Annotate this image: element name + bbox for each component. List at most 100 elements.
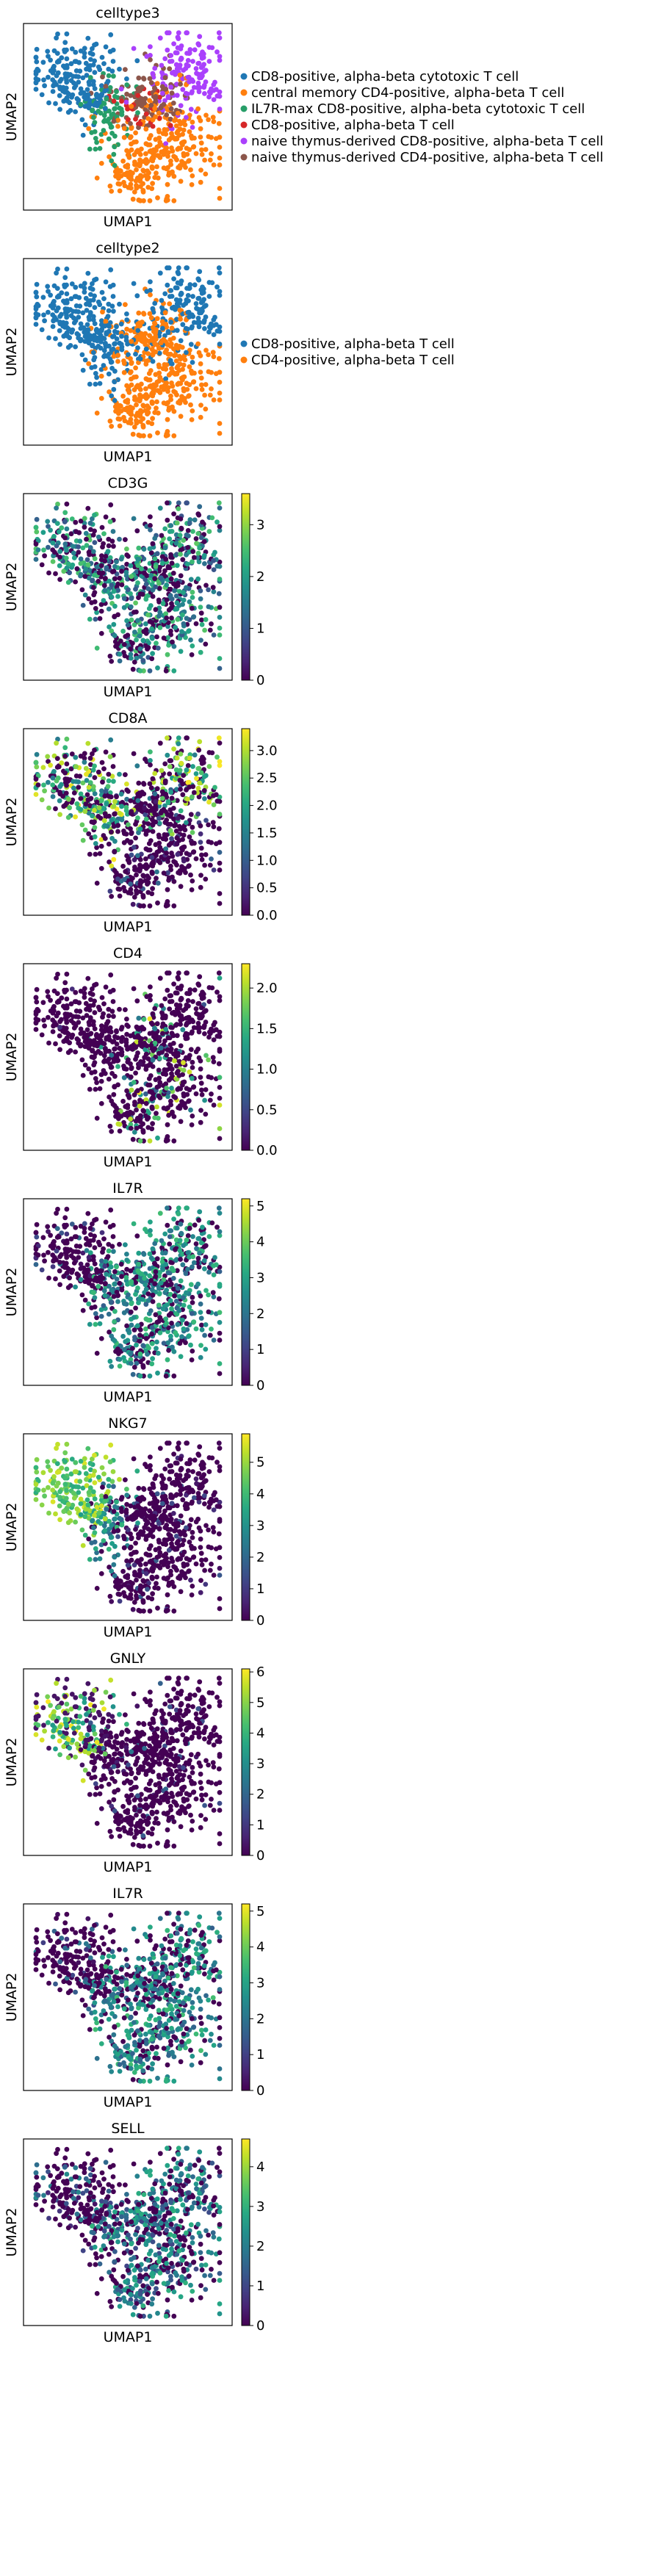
data-point bbox=[82, 995, 87, 1000]
data-point bbox=[207, 1332, 213, 1338]
data-point bbox=[217, 134, 223, 140]
data-point bbox=[78, 571, 84, 577]
data-point bbox=[206, 134, 212, 140]
data-point bbox=[197, 1015, 202, 1021]
data-point bbox=[143, 151, 148, 156]
data-point bbox=[160, 836, 166, 842]
data-point bbox=[57, 784, 63, 790]
data-point bbox=[175, 110, 181, 116]
data-point bbox=[62, 519, 68, 524]
data-point bbox=[102, 576, 108, 582]
data-point bbox=[121, 831, 127, 837]
data-point bbox=[137, 1103, 143, 1109]
data-point bbox=[184, 115, 189, 120]
data-point bbox=[109, 424, 115, 429]
data-point bbox=[71, 1014, 76, 1020]
data-point bbox=[73, 999, 79, 1005]
data-point bbox=[106, 301, 112, 307]
data-point bbox=[211, 1272, 217, 1277]
data-point bbox=[133, 835, 139, 841]
data-point bbox=[169, 616, 174, 621]
data-point bbox=[203, 818, 209, 823]
data-point bbox=[198, 884, 203, 890]
data-point bbox=[123, 537, 128, 542]
data-point bbox=[147, 668, 153, 674]
data-point bbox=[115, 876, 120, 882]
data-point bbox=[210, 350, 216, 356]
data-point bbox=[217, 527, 223, 533]
data-point bbox=[141, 782, 147, 787]
data-point bbox=[175, 1086, 181, 1092]
data-point bbox=[157, 610, 163, 615]
data-point bbox=[198, 873, 203, 878]
data-point bbox=[203, 582, 209, 588]
data-point bbox=[68, 766, 74, 772]
data-point bbox=[130, 666, 136, 672]
data-point bbox=[90, 751, 95, 757]
data-point bbox=[51, 768, 57, 774]
data-point bbox=[131, 152, 137, 158]
data-point bbox=[111, 1327, 117, 1332]
data-point bbox=[169, 1321, 174, 1326]
data-point bbox=[80, 1307, 86, 1313]
data-point bbox=[158, 105, 164, 111]
data-point bbox=[217, 1075, 223, 1080]
data-point bbox=[145, 1056, 151, 1061]
data-point bbox=[84, 308, 90, 313]
data-point bbox=[195, 1236, 201, 1241]
data-point bbox=[131, 190, 137, 195]
data-point bbox=[98, 328, 104, 333]
data-point bbox=[165, 1222, 170, 1228]
data-point bbox=[155, 645, 161, 651]
data-point bbox=[154, 876, 159, 881]
data-point bbox=[167, 301, 173, 306]
data-point bbox=[102, 823, 108, 829]
data-point bbox=[74, 1036, 80, 1042]
data-point bbox=[57, 798, 62, 804]
data-point bbox=[53, 571, 58, 577]
data-point bbox=[78, 556, 84, 562]
data-point bbox=[101, 128, 107, 133]
data-point bbox=[187, 1069, 192, 1075]
data-point bbox=[112, 1269, 118, 1274]
data-point bbox=[152, 1241, 158, 1246]
data-point bbox=[167, 1234, 173, 1239]
data-point bbox=[134, 402, 139, 408]
data-point bbox=[84, 778, 90, 783]
data-point bbox=[136, 1015, 142, 1021]
data-point bbox=[206, 117, 211, 123]
data-point bbox=[137, 881, 143, 887]
data-point bbox=[173, 358, 179, 364]
data-point bbox=[101, 531, 107, 536]
data-point bbox=[107, 859, 112, 865]
data-point bbox=[39, 92, 45, 98]
data-point bbox=[143, 812, 148, 818]
data-point bbox=[163, 1138, 169, 1144]
data-point bbox=[110, 1234, 116, 1239]
data-point bbox=[178, 884, 184, 890]
data-point bbox=[59, 525, 65, 531]
x-axis-label: UMAP1 bbox=[104, 449, 153, 465]
data-point bbox=[172, 588, 177, 594]
data-point bbox=[200, 519, 205, 525]
data-point bbox=[39, 797, 45, 803]
data-point bbox=[95, 344, 101, 349]
data-point bbox=[217, 1095, 223, 1101]
data-point bbox=[33, 1011, 39, 1017]
data-point bbox=[170, 1041, 176, 1046]
y-axis-label: UMAP2 bbox=[4, 798, 20, 847]
data-point bbox=[168, 628, 173, 634]
data-point bbox=[157, 845, 163, 850]
data-point bbox=[124, 546, 129, 552]
data-point bbox=[211, 589, 217, 594]
data-point bbox=[64, 782, 69, 788]
data-point bbox=[198, 1316, 204, 1321]
data-point bbox=[69, 751, 75, 757]
data-point bbox=[101, 61, 107, 66]
data-point bbox=[92, 58, 97, 64]
data-point bbox=[150, 1057, 156, 1063]
data-point bbox=[171, 1373, 177, 1379]
colorbar-tick-label: 1.0 bbox=[256, 853, 278, 868]
data-point bbox=[152, 1026, 158, 1032]
data-point bbox=[107, 578, 112, 584]
